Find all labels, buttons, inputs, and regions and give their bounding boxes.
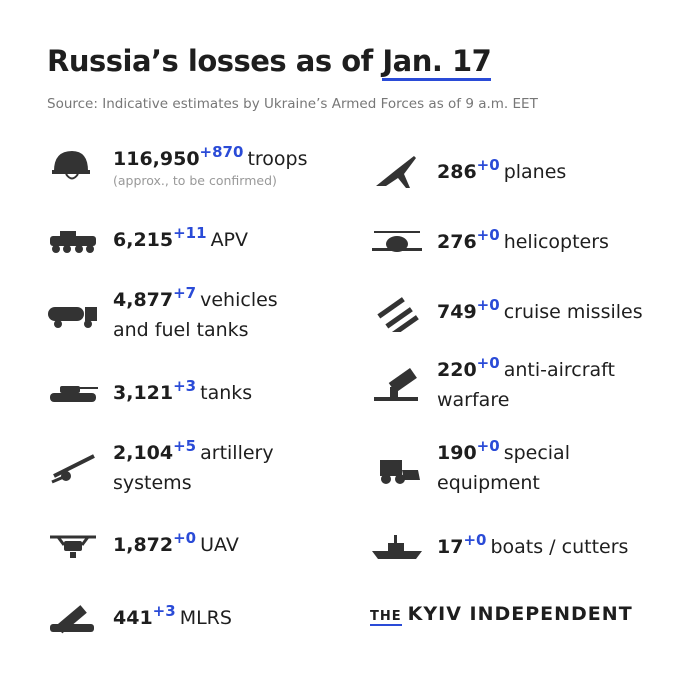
stat-label: tanks: [200, 382, 253, 404]
stat-value: 286: [437, 161, 477, 183]
icon: [377, 297, 419, 332]
stat-item: 276+0 helicopters: [437, 227, 677, 257]
stat-value: 2,104: [113, 442, 174, 464]
stat-item: 3,121+3 tanks: [113, 378, 393, 408]
stat-change: +0: [173, 529, 197, 547]
stat-note: (approx., to be confirmed): [113, 173, 277, 188]
stat-value: 220: [437, 359, 477, 381]
stat-label: MLRS: [179, 607, 232, 629]
stat-item: 116,950+870 troops (approx., to be confirm…: [113, 144, 413, 188]
title-date: Jan. 17: [382, 44, 492, 81]
stat-item: 2,104+5 artillery systems: [113, 438, 313, 498]
stat-change: +3: [173, 377, 197, 395]
stat-value: 1,872: [113, 534, 174, 556]
stat-item: 17+0 boats / cutters: [437, 532, 677, 562]
stat-item: 190+0 special equipment: [437, 438, 637, 498]
icon: [48, 307, 97, 328]
icon: [380, 460, 420, 484]
icon: [376, 156, 416, 188]
stat-item: 6,215+11 APV: [113, 225, 393, 255]
stat-label: planes: [503, 161, 567, 183]
stat-item: 220+0 anti-aircraft warfare: [437, 355, 672, 415]
stat-value: 441: [113, 607, 153, 629]
title: Russia’s losses as of Jan. 17: [47, 44, 492, 81]
icon: [50, 605, 94, 634]
stat-label: boats / cutters: [490, 536, 629, 558]
stat-label: helicopters: [503, 231, 609, 253]
stat-change: +0: [476, 226, 500, 244]
icon: [372, 231, 422, 252]
stat-value: 6,215: [113, 229, 174, 251]
stat-change: +0: [463, 531, 487, 549]
stat-label: anti-aircraft warfare: [437, 359, 615, 411]
icon: [51, 454, 95, 484]
source: Source: Indicative estimates by Ukraine’…: [47, 96, 538, 112]
stat-value: 17: [437, 536, 464, 558]
icon: [372, 535, 422, 559]
title-prefix: Russia’s losses as of: [47, 44, 373, 78]
stat-value: 190: [437, 442, 477, 464]
stat-value: 276: [437, 231, 477, 253]
stat-label: APV: [210, 229, 249, 251]
stat-label: troops: [247, 148, 308, 170]
stat-item: 286+0 planes: [437, 157, 677, 187]
icon: [50, 535, 96, 558]
stat-change: +0: [476, 296, 500, 314]
stat-label: cruise missiles: [503, 301, 643, 323]
stat-label: artillery systems: [113, 442, 274, 494]
stat-change: +5: [173, 437, 197, 455]
stat-change: +0: [476, 354, 500, 372]
stat-label: vehicles and fuel tanks: [113, 289, 278, 341]
icon: [374, 368, 418, 401]
icon: [50, 231, 96, 253]
stat-change: +0: [476, 156, 500, 174]
brand-the: THE: [370, 609, 402, 626]
icon: [50, 386, 98, 402]
stat-change: +0: [476, 437, 500, 455]
stat-item: 4,877+7 vehicles and fuel tanks: [113, 285, 313, 345]
stat-label: special equipment: [437, 442, 570, 494]
stat-change: +3: [152, 602, 176, 620]
brand-name: KYIV INDEPENDENT: [407, 603, 633, 625]
stat-value: 3,121: [113, 382, 174, 404]
stat-value: 4,877: [113, 289, 174, 311]
stat-label: UAV: [200, 534, 239, 556]
stat-change: +11: [173, 224, 207, 242]
stat-item: 441+3 MLRS: [113, 603, 393, 633]
brand: THE KYIV INDEPENDENT: [370, 603, 633, 626]
stat-value: 116,950: [113, 148, 200, 170]
icon: [52, 151, 90, 180]
stat-item: 749+0 cruise missiles: [437, 297, 677, 327]
stat-change: +870: [199, 143, 244, 161]
stat-value: 749: [437, 301, 477, 323]
stat-item: 1,872+0 UAV: [113, 530, 393, 560]
stat-change: +7: [173, 284, 197, 302]
